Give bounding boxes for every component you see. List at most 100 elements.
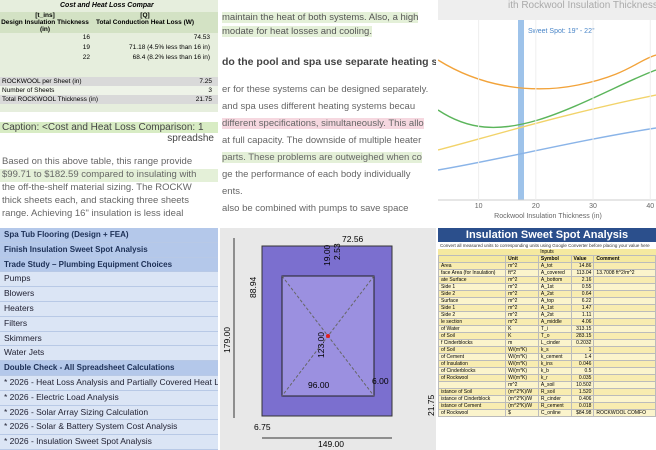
dim: 72.56: [342, 234, 364, 244]
sheet-note: Convert all measured units to correspond…: [440, 243, 650, 248]
cell: m^2: [505, 262, 539, 270]
cell: T_i: [537, 325, 572, 333]
cell: face Area (for Insulation): [438, 269, 507, 277]
cell: m^2: [505, 290, 539, 298]
header-text: Total Conduction Heat Loss (W): [95, 19, 195, 26]
cell: R_cement: [537, 402, 572, 410]
cell: istance of Cement: [438, 402, 507, 410]
cell: 0.5: [570, 367, 595, 375]
table-row: 22 68.4 (8.2% less than 16 in): [0, 53, 218, 63]
cell: m^2: [505, 283, 539, 291]
table-row: istance of Cement (m^2*K)/W R_cement 0.018: [438, 402, 656, 410]
cell: 4.06: [570, 318, 595, 326]
cell: 6.22: [570, 297, 595, 305]
table-row: of Cinderblocks W/(m*K) k_b 0.5: [438, 367, 656, 375]
cell: 19: [82, 44, 90, 51]
cell: 0.046: [570, 360, 595, 368]
cell: A_soil: [537, 381, 572, 389]
cell: of Insulation: [438, 360, 507, 368]
text-line: $99.71 to $182.59 compared to insulating…: [0, 169, 218, 182]
text-line: at full capacity. The downside of multip…: [222, 135, 422, 146]
cell: m^2: [505, 304, 539, 312]
cell: A_top: [537, 297, 572, 305]
text-line: the off-the-shelf material sizing. The R…: [2, 182, 192, 193]
cell: Total ROCKWOOL Thickness (in): [2, 96, 99, 103]
cell: m^2: [505, 311, 539, 319]
chart-title: ith Rockwool Insulation Thickness: [508, 0, 656, 11]
cell: Side 2: [438, 290, 507, 298]
cell: m^2: [505, 276, 539, 284]
body-text: Based on this above table, this range pr…: [0, 156, 218, 221]
dim: 123.00: [316, 332, 326, 358]
cell: (m^2*K)/W: [505, 402, 539, 410]
header-cell: [Q] Total Conduction Heat Loss (W): [90, 12, 200, 33]
cell: [593, 339, 656, 347]
list-item: Filters: [0, 317, 218, 332]
table-row: istance of Cinderblock (m^2*K)/W R_cinder 0…: [438, 395, 656, 403]
curve: [438, 94, 656, 151]
list-item: Blowers: [0, 287, 218, 302]
text-line: thick sheets each, and stacking three sh…: [2, 195, 189, 206]
table-row: 16 74.53: [0, 33, 218, 43]
cell: [593, 304, 656, 312]
table-row: Side 1 m^2 A_1st 1.47: [438, 304, 656, 312]
list-header: Double Check - All Spreadsheet Calculati…: [0, 361, 218, 376]
dim: 19.00: [322, 244, 332, 266]
cell: W/(m*K): [505, 346, 539, 354]
table-row: face Area (for Insulation) ft^2 A_covered 1…: [438, 269, 656, 277]
cell: A_covered: [537, 269, 572, 277]
cell: Surface: [438, 297, 507, 305]
cell: Comment: [593, 255, 656, 263]
sweet-spot-band: [518, 20, 524, 200]
list-item: * 2026 - Solar & Battery System Cost Ana…: [0, 420, 218, 436]
cell: [593, 367, 656, 375]
list-panel: Spa Tub Flooring (Design + FEA) Finish In…: [0, 228, 218, 450]
cell: 0.2032: [570, 339, 595, 347]
list-item: * 2026 - Insulation Sweet Spot Analysis: [0, 435, 218, 450]
curve: [438, 127, 656, 171]
cell: of Soil: [438, 346, 507, 354]
header-text: Design Insulation Thickness (in): [1, 19, 89, 33]
table-row: 19 71.18 (4.5% less than 16 in): [0, 43, 218, 53]
cell: Number of Sheets: [2, 87, 55, 94]
cell: 0.406: [570, 395, 595, 403]
cell: k_s: [537, 346, 572, 354]
cell: 0.55: [570, 283, 595, 291]
cell: m: [505, 339, 539, 347]
dim: 88.94: [248, 276, 258, 298]
cell: A_2st: [537, 290, 572, 298]
cell: m^2: [505, 318, 539, 326]
text-line: and spa uses different heating systems b…: [222, 101, 416, 112]
cell: A_tot: [537, 262, 572, 270]
cell: 0.035: [570, 374, 595, 382]
summary-row: ROCKWOOL per Sheet (in) 7.25: [0, 77, 218, 86]
sheet-title: Insulation Sweet Spot Analysis: [438, 228, 656, 242]
list-item: * 2026 - Solar Array Sizing Calculation: [0, 406, 218, 421]
table-header: [t_ins] Design Insulation Thickness (in)[…: [0, 12, 218, 33]
curve: [438, 54, 656, 90]
cell: 2.16: [570, 276, 595, 284]
summary-row: Total ROCKWOOL Thickness (in) 21.75: [0, 95, 218, 104]
cad-panel: 72.56 88.94 19.00 2.53 123.00 96.00 6.00…: [220, 228, 436, 450]
list-item: Skimmers: [0, 332, 218, 347]
title-bar: [438, 0, 656, 20]
cell: A_1st: [537, 304, 572, 312]
text-line: range. Achieving 16" insulation is less …: [2, 208, 184, 219]
text-line: ge the performance of each body individu…: [222, 169, 411, 180]
cell: 14.86: [570, 262, 595, 270]
cell: [593, 381, 656, 389]
heading: do the pool and spa use separate heating…: [222, 56, 436, 68]
cell: 3: [208, 87, 212, 94]
cell: ft^2: [505, 269, 539, 277]
table-row: Side 1 m^2 A_1st 0.55: [438, 283, 656, 291]
cell: ROCKWOOL per Sheet (in): [2, 78, 82, 85]
dim: 6.75: [254, 422, 271, 432]
cell: [593, 353, 656, 361]
table-row: m^2 A_soil 10.502: [438, 381, 656, 389]
cell: of Rockwool: [438, 374, 507, 382]
cell: A_bottom: [537, 276, 572, 284]
inputs-table: Unit Symbol Value Comment Area m^2 A_tot 14.86 f…: [438, 255, 656, 417]
cell: 1.4: [570, 353, 595, 361]
header-text: [t_ins]: [35, 12, 55, 19]
table-title: Cost and Heat Loss Compar: [60, 2, 154, 9]
